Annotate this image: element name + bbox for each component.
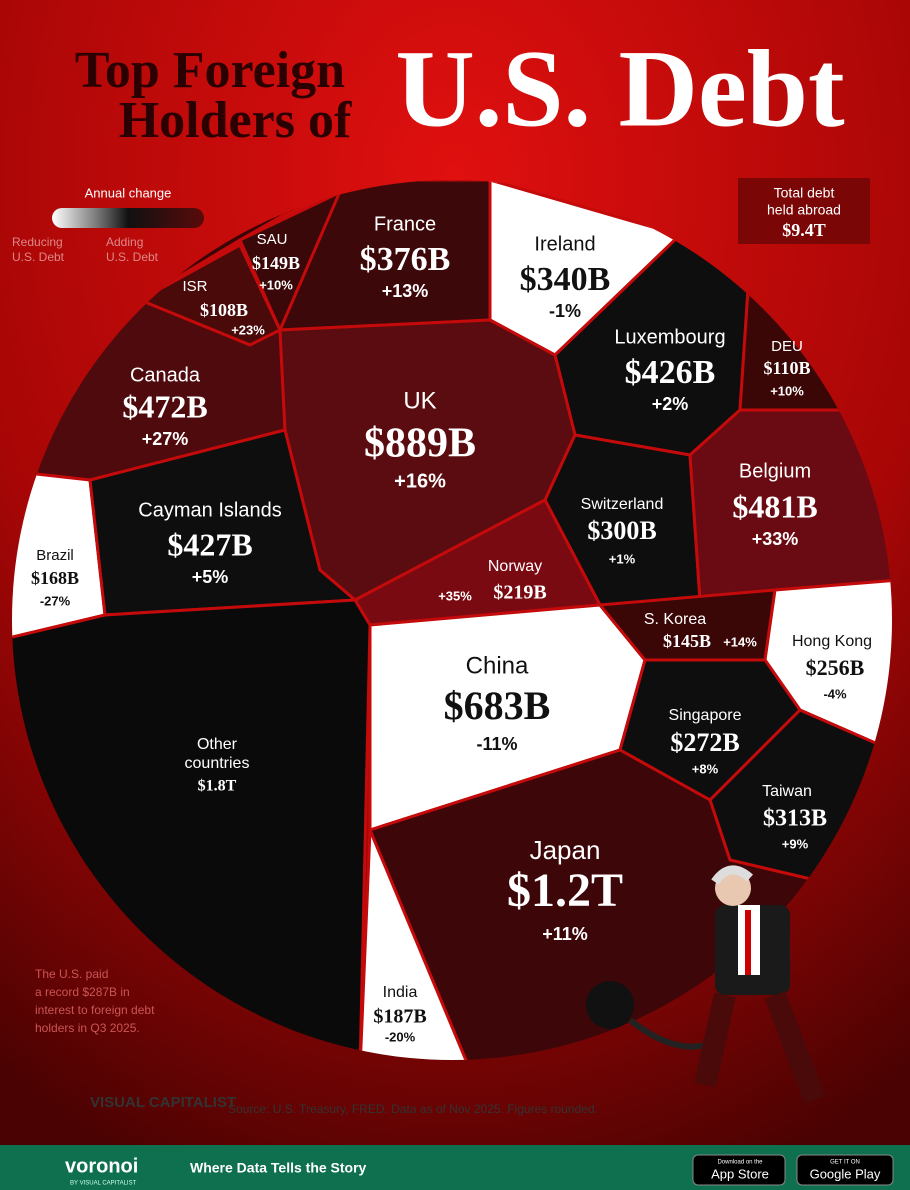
cell-change: +1%	[609, 551, 636, 566]
cell-name: UK	[403, 387, 436, 414]
cell-india	[358, 829, 473, 1060]
cell-change: +27%	[142, 429, 189, 449]
cell-value: $108B	[200, 300, 248, 320]
source: Source: U.S. Treasury, FRED. Data as of …	[228, 1102, 598, 1116]
cell-value: $110B	[763, 358, 810, 378]
note: The U.S. paid	[35, 967, 108, 981]
cell-value: $187B	[373, 1006, 426, 1028]
cell-name: Luxembourg	[614, 326, 725, 348]
title-line: Holders of	[119, 92, 352, 149]
cell-change: -1%	[549, 301, 581, 321]
note: a record $287B in	[35, 985, 130, 999]
cell-value: $256B	[806, 655, 865, 680]
title-big: U.S. Debt	[395, 27, 845, 149]
cell-change: -27%	[40, 593, 71, 608]
title-line: Top Foreign	[75, 42, 345, 99]
cell-value: $219B	[493, 582, 546, 604]
cell-change: +10%	[259, 277, 293, 292]
cell-value: $300B	[587, 516, 656, 545]
total-value: $9.4T	[782, 220, 826, 240]
legend-label: Adding	[106, 235, 143, 249]
cell-name: S. Korea	[644, 611, 706, 628]
total-label: Total debt	[774, 185, 835, 201]
cell-name: Taiwan	[762, 783, 812, 800]
brand: VISUAL CAPITALIST	[90, 1094, 236, 1111]
cell-value: $683B	[444, 683, 551, 728]
cell-value: $168B	[31, 568, 79, 588]
cell-change: +11%	[542, 924, 588, 944]
cell-value: $272B	[670, 728, 739, 757]
cell-name: Hong Kong	[792, 633, 872, 650]
cell-change: +14%	[723, 634, 757, 649]
total-box	[738, 178, 870, 244]
cell-value: $426B	[625, 354, 716, 391]
cell-value: $340B	[520, 261, 611, 298]
legend-bar	[52, 208, 204, 228]
cell-change: +13%	[382, 281, 429, 301]
cell-change: +5%	[192, 567, 229, 587]
note: holders in Q3 2025.	[35, 1021, 140, 1035]
footer-logo-sub: BY VISUAL CAPITALIST	[70, 1181, 137, 1187]
cell-change: +35%	[438, 588, 472, 603]
footer-logo: voronoi	[65, 1155, 138, 1177]
cell-name: ISR	[182, 278, 207, 295]
footer-tagline: Where Data Tells the Story	[190, 1160, 367, 1176]
cell-value: $481B	[732, 488, 817, 524]
cell-change: +2%	[652, 394, 689, 414]
cell-value: $145B	[663, 631, 711, 651]
total-label: held abroad	[767, 202, 841, 218]
figure	[586, 865, 826, 1104]
cell-name: SAU	[257, 231, 288, 248]
cell-name: Norway	[488, 558, 542, 575]
cell-name: Canada	[130, 364, 201, 386]
cell-name: Other countries	[185, 736, 250, 772]
cell-name: Singapore	[669, 707, 742, 724]
cell-value: $376B	[360, 241, 451, 278]
legend-title: Annual change	[85, 185, 172, 200]
cell-change: -11%	[476, 734, 517, 754]
cell-name: Brazil	[36, 547, 74, 564]
cell-value: $1.8T	[198, 778, 237, 795]
cell-value: $889B	[364, 421, 476, 467]
cell-change: +9%	[782, 836, 809, 851]
app-store-button[interactable]	[692, 1154, 786, 1186]
cell-change: -4%	[823, 686, 847, 701]
cell-name: India	[383, 984, 418, 1001]
cell-change: +16%	[394, 470, 446, 492]
legend-label: U.S. Debt	[12, 250, 65, 264]
cell-name: Cayman Islands	[138, 499, 281, 521]
cell-change: -20%	[385, 1029, 416, 1044]
cell-change: +10%	[770, 383, 804, 398]
cell-value: $1.2T	[507, 864, 623, 917]
cell-value: $149B	[252, 253, 300, 273]
app-store-small: Download on the	[717, 1160, 763, 1166]
cell-value: $427B	[167, 526, 252, 562]
google-play-label: Google Play	[810, 1166, 881, 1181]
legend-label: U.S. Debt	[106, 250, 159, 264]
cell-change: +8%	[692, 761, 719, 776]
google-play-small: GET IT ON	[830, 1160, 860, 1166]
cell-name: France	[374, 213, 436, 235]
note: interest to foreign debt	[35, 1003, 155, 1017]
app-store-label: App Store	[711, 1166, 769, 1181]
cell-name: DEU	[771, 338, 803, 355]
cell-name: Switzerland	[581, 496, 664, 513]
cell-name: Belgium	[739, 460, 811, 482]
cell-change: +33%	[752, 529, 799, 549]
cell-name: China	[466, 652, 529, 679]
cell-value: $313B	[763, 806, 827, 832]
google-play-button[interactable]	[796, 1154, 894, 1186]
cell-cayman	[88, 428, 359, 617]
cell-change: +23%	[231, 322, 265, 337]
cell-value: $472B	[122, 388, 207, 424]
cell-name: Ireland	[534, 233, 595, 255]
legend-label: Reducing	[12, 235, 63, 249]
cell-name: Japan	[530, 835, 601, 865]
